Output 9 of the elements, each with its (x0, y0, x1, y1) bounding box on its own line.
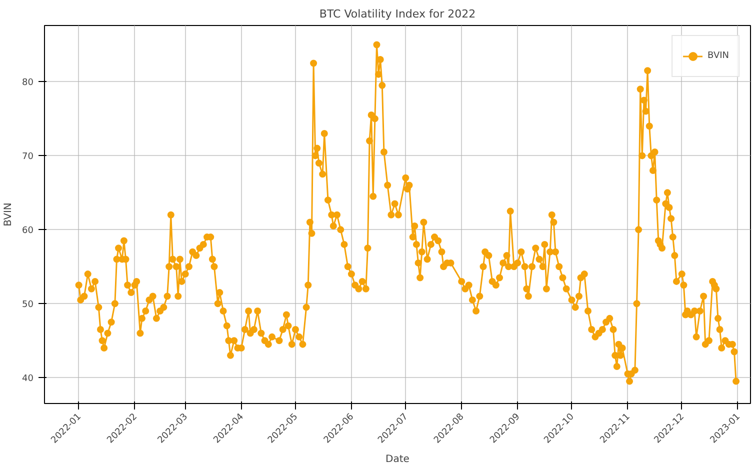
y-tick-label: 50 (22, 300, 34, 310)
y-axis-title: BVIN (3, 202, 14, 226)
y-tick-label: 60 (22, 226, 34, 236)
y-tick-label: 40 (22, 374, 34, 384)
x-axis-title: Date (386, 454, 410, 466)
y-tick-label: 80 (22, 78, 34, 88)
legend-label: BVIN (708, 51, 729, 61)
chart-title: BTC Volatility Index for 2022 (319, 8, 476, 20)
y-tick-label: 70 (22, 152, 34, 162)
